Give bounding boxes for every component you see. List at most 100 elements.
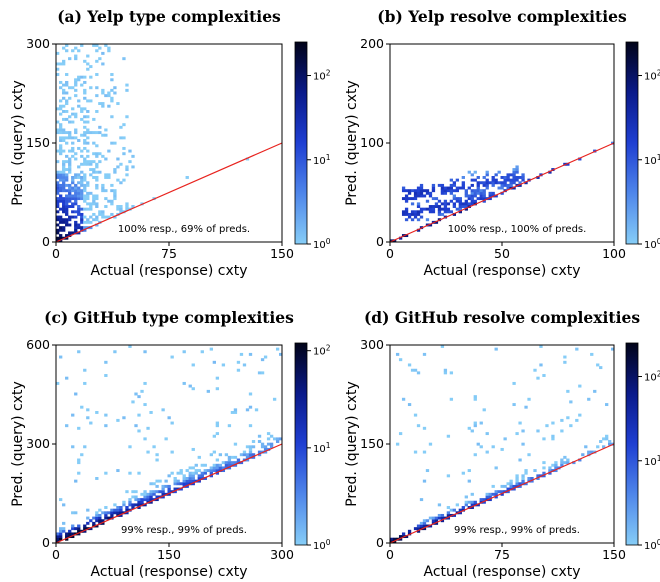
- heatmap-cell: [458, 186, 462, 190]
- heatmap-cell: [62, 226, 66, 230]
- heatmap-cell: [563, 461, 567, 465]
- heatmap-cell: [548, 469, 552, 473]
- heatmap-cell: [80, 194, 84, 198]
- heatmap-cell: [59, 234, 63, 238]
- heatmap-cell: [56, 223, 60, 227]
- heatmap-cell: [83, 189, 87, 193]
- heatmap-cell: [74, 215, 78, 219]
- heatmap-cell: [413, 413, 418, 417]
- heatmap-cell: [119, 210, 123, 214]
- heatmap-cell: [236, 368, 241, 372]
- heatmap-cell: [89, 131, 93, 135]
- heatmap-cell: [518, 482, 522, 486]
- heatmap-cell: [149, 495, 153, 499]
- heatmap-cell: [86, 218, 90, 222]
- heatmap-cell: [221, 461, 226, 465]
- heatmap-cell: [62, 228, 66, 232]
- heatmap-cell: [488, 191, 492, 195]
- heatmap-cell: [83, 125, 87, 129]
- heatmap-cell: [125, 506, 129, 509]
- heatmap-cell: [59, 537, 63, 541]
- heatmap-cell: [80, 178, 84, 182]
- heatmap-cell: [260, 371, 265, 375]
- heatmap-cell: [68, 115, 72, 119]
- heatmap-cell: [62, 176, 66, 179]
- heatmap-cell: [461, 202, 465, 206]
- heatmap-cell: [74, 511, 78, 515]
- heatmap-cell: [59, 152, 63, 156]
- heatmap-cell: [137, 498, 141, 502]
- heatmap-cell: [92, 202, 96, 206]
- heatmap-cell: [110, 511, 114, 515]
- heatmap-cell: [65, 136, 69, 140]
- heatmap-cell: [257, 453, 262, 457]
- heatmap-cell: [443, 371, 448, 375]
- heatmap-cell: [113, 189, 117, 193]
- heatmap-cell: [86, 115, 90, 119]
- heatmap-cell: [83, 228, 87, 232]
- heatmap-cell: [68, 231, 72, 235]
- heatmap-cell: [176, 471, 180, 475]
- heatmap-cell: [497, 186, 501, 190]
- heatmap-cell: [452, 212, 457, 216]
- heatmap-cell: [419, 186, 424, 190]
- heatmap-cell: [467, 426, 471, 430]
- heatmap-cell: [83, 157, 87, 161]
- heatmap-cell: [485, 186, 489, 190]
- y-tick-label: 0: [376, 234, 384, 249]
- heatmap-cell: [416, 371, 421, 375]
- heatmap-cell: [77, 191, 81, 195]
- heatmap-cell: [74, 112, 78, 116]
- heatmap-cell: [59, 236, 63, 240]
- heatmap-cell: [440, 189, 445, 193]
- heatmap-cell: [233, 463, 238, 467]
- heatmap-cell: [452, 189, 457, 193]
- heatmap-cell: [62, 131, 66, 135]
- heatmap-cell: [578, 157, 582, 161]
- heatmap-cell: [110, 202, 114, 206]
- heatmap-cell: [479, 181, 483, 185]
- heatmap-cell: [221, 466, 226, 470]
- heatmap-cell: [458, 199, 462, 203]
- heatmap-cell: [485, 181, 489, 185]
- heatmap-cell: [233, 408, 238, 412]
- heatmap-cell: [107, 46, 111, 50]
- heatmap-cell: [239, 453, 244, 457]
- heatmap-cell: [443, 199, 448, 203]
- heatmap-cell: [149, 490, 153, 494]
- heatmap-cell: [188, 471, 192, 475]
- heatmap-cell: [518, 183, 522, 187]
- heatmap-cell: [71, 205, 75, 208]
- heatmap-cell: [137, 429, 141, 433]
- heatmap-cell: [143, 495, 147, 499]
- heatmap-cell: [59, 99, 63, 103]
- heatmap-cell: [149, 482, 153, 486]
- heatmap-cell: [473, 500, 477, 504]
- heatmap-cell: [416, 186, 421, 190]
- heatmap-cell: [92, 131, 96, 135]
- heatmap-cell: [62, 205, 66, 208]
- heatmap-cell: [206, 389, 210, 393]
- heatmap-cell: [497, 181, 501, 185]
- heatmap-cell: [164, 437, 168, 441]
- heatmap-cell: [185, 482, 189, 486]
- heatmap-cell: [74, 189, 78, 193]
- heatmap-cell: [215, 376, 220, 380]
- heatmap-cell: [413, 215, 418, 219]
- heatmap-cell: [95, 165, 99, 169]
- heatmap-cell: [191, 479, 195, 483]
- heatmap-cell: [104, 205, 108, 208]
- heatmap-cell: [497, 170, 501, 174]
- heatmap-cell: [269, 445, 274, 449]
- heatmap-cell: [446, 186, 451, 190]
- heatmap-cell: [56, 181, 60, 185]
- heatmap-cell: [449, 199, 454, 203]
- heatmap-cell: [494, 495, 498, 499]
- heatmap-cell: [152, 490, 156, 494]
- heatmap-cell: [470, 199, 474, 203]
- heatmap-cell: [488, 181, 492, 185]
- heatmap-cell: [86, 191, 90, 195]
- heatmap-cell: [92, 152, 96, 156]
- heatmap-cell: [266, 437, 271, 441]
- heatmap-cell: [515, 474, 519, 478]
